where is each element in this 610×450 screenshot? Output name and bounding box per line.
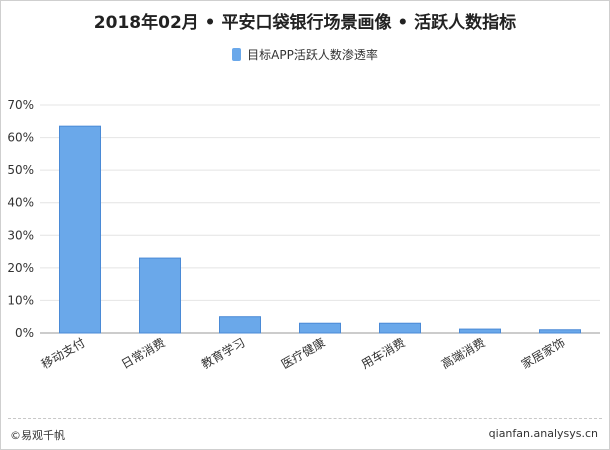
copyright-text: ©易观千帆 [10,429,65,442]
site-url: qianfan.analysys.cn [488,427,598,440]
chart-title: 2018年02月 • 平安口袋银行场景画像 • 活跃人数指标 [93,13,517,33]
legend: 目标APP活跃人数渗透率 [0,46,610,63]
bar [219,316,261,334]
footer-divider [8,418,602,419]
legend-label: 目标APP活跃人数渗透率 [247,48,378,62]
bars [59,125,581,334]
y-tick-label: 0% [15,326,34,340]
y-tick-label: 60% [7,131,34,145]
y-tick-labels: 0% 10% 20% 30% 40% 50% 60% 70% [7,98,34,340]
x-tick-label: 移动支付 [39,335,88,371]
y-tick-label: 30% [7,228,34,242]
x-tick-label: 高端消费 [438,335,487,372]
bar [379,322,421,334]
x-tick-label: 医疗健康 [278,335,327,372]
y-tick-label: 20% [7,261,34,275]
y-tick-label: 40% [7,196,34,210]
y-tick-label: 50% [7,163,34,177]
x-tick-label: 教育学习 [198,335,247,372]
bar [299,322,341,334]
bar [139,257,181,334]
legend-swatch [232,48,242,61]
bar [539,329,581,334]
x-tick-labels: 移动支付 日常消费 教育学习 医疗健康 用车消费 高端消费 家居家饰 [39,335,568,372]
bar [59,125,101,334]
x-tick-label: 用车消费 [358,335,407,372]
y-tick-label: 70% [7,98,34,112]
y-tick-label: 10% [7,293,34,307]
x-tick-label: 日常消费 [119,335,168,371]
bar [459,328,501,334]
x-tick-label: 家居家饰 [518,335,567,372]
gridlines [40,104,600,334]
